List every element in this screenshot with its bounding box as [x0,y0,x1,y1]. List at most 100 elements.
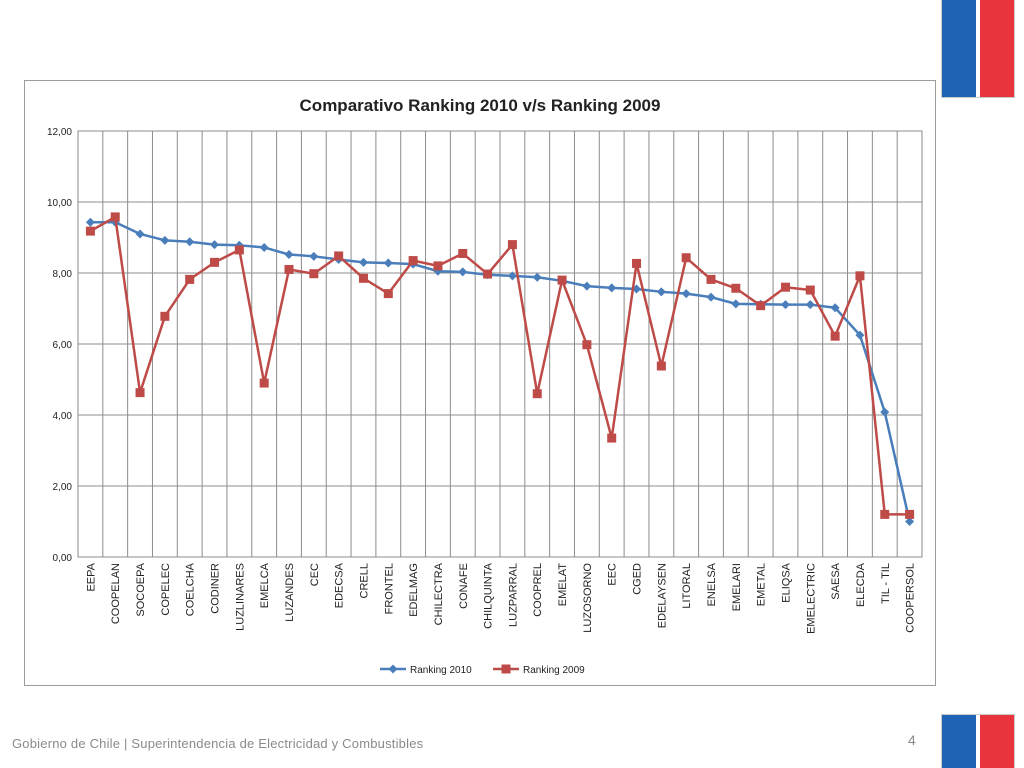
line-chart: Comparativo Ranking 2010 v/s Ranking 200… [47,96,923,676]
flag-logo-bottom [941,714,1015,768]
data-point-2010 [210,240,220,250]
series-line-2009 [89,215,910,516]
data-point-2009 [110,212,120,222]
x-tick-label: COOPELAN [110,563,122,624]
y-tick-label: 8,00 [53,269,73,280]
data-point-2009 [383,289,393,299]
data-point-2010 [706,292,716,302]
data-point-2010 [855,330,865,340]
data-point-2009 [880,509,890,519]
data-point-2009 [905,509,915,519]
x-tick-label: CHILQUINTA [483,562,495,628]
x-tick-label: SOCOEPA [135,562,147,616]
data-point-2010 [85,217,95,227]
data-point-2009 [358,273,368,283]
x-tick-label: ENELSA [706,562,718,606]
y-tick-label: 0,00 [53,553,73,564]
page-number: 4 [908,732,916,748]
x-tick-label: COELCHA [185,562,197,616]
y-tick-label: 2,00 [53,482,73,493]
x-tick-label: LUZPARRAL [507,563,519,627]
data-point-2009 [135,388,145,398]
x-tick-label: LUZOSORNO [582,563,594,633]
data-point-2009 [582,340,592,350]
x-tick-label: EDELAYSEN [656,563,668,628]
data-point-2009 [756,301,766,311]
data-point-2010 [458,267,468,277]
data-point-2009 [85,226,95,236]
y-tick-label: 12,00 [47,127,72,138]
data-point-2009 [408,256,418,266]
legend-label: Ranking 2009 [523,665,585,676]
x-tick-label: EMELAT [557,563,569,606]
x-tick-label: TIL - TIL [880,563,892,604]
data-point-2010 [582,281,592,291]
data-point-2009 [210,257,220,267]
x-tick-label: ELIQSA [780,562,792,602]
x-tick-label: COPELEC [160,563,172,616]
data-point-2010 [259,242,269,252]
x-tick-label: CHILECTRA [433,562,445,625]
data-point-2009 [607,433,617,443]
data-point-2010 [383,258,393,268]
chart-title: Comparativo Ranking 2010 v/s Ranking 200… [300,96,661,115]
x-tick-label: FRONTEL [383,563,395,614]
x-tick-label: CRELL [358,563,370,598]
data-point-2009 [507,240,517,250]
data-point-2010 [135,229,145,239]
data-point-2010 [607,283,617,293]
footer-text: Gobierno de Chile | Superintendencia de … [12,736,424,751]
x-tick-label: EMELCA [259,562,271,608]
y-tick-label: 10,00 [47,198,72,209]
data-point-2010 [681,289,691,299]
data-point-2010 [805,300,815,310]
data-point-2009 [160,311,170,321]
data-point-2010 [905,517,915,526]
x-tick-label: CGED [632,563,644,595]
data-point-2010 [830,303,840,313]
x-tick-label: CONAFE [458,563,470,609]
x-tick-label: LUZANDES [284,563,296,622]
legend-marker [501,664,511,674]
x-tick-label: COOPERSOL [905,563,917,633]
x-tick-label: EMELECTRIC [805,563,817,634]
y-tick-label: 6,00 [53,340,73,351]
data-point-2009 [234,245,244,255]
data-point-2010 [532,272,542,282]
x-tick-label: CODINER [210,563,222,614]
data-point-2010 [507,271,517,281]
data-point-2009 [830,331,840,341]
data-point-2010 [731,299,741,309]
data-point-2010 [284,250,294,260]
data-point-2009 [557,275,567,285]
data-point-2010 [309,251,319,261]
x-tick-label: EEC [607,563,619,586]
data-point-2010 [780,300,790,310]
data-point-2009 [309,269,319,279]
data-point-2009 [855,271,865,281]
x-tick-label: CEC [309,563,321,586]
x-tick-label: ELECDA [855,562,867,607]
data-point-2009 [483,269,493,279]
data-point-2010 [358,257,368,267]
data-point-2010 [185,237,195,247]
data-point-2010 [880,407,890,417]
data-point-2009 [259,378,269,388]
x-tick-label: EDECSA [334,562,346,608]
data-point-2009 [780,282,790,292]
x-tick-label: COOPREL [532,563,544,617]
x-tick-label: SAESA [830,562,842,599]
data-point-2009 [706,274,716,284]
chart-frame: Comparativo Ranking 2010 v/s Ranking 200… [24,80,936,686]
legend-label: Ranking 2010 [410,665,472,676]
data-point-2009 [185,274,195,284]
data-point-2009 [805,285,815,295]
x-tick-label: EMELARI [731,563,743,611]
flag-logo-top [941,0,1015,98]
x-tick-label: EMETAL [756,563,768,606]
data-point-2010 [656,287,666,297]
x-tick-label: LUZLINARES [234,563,246,631]
data-point-2009 [284,264,294,274]
x-tick-label: LITORAL [681,563,693,609]
data-point-2009 [731,283,741,293]
